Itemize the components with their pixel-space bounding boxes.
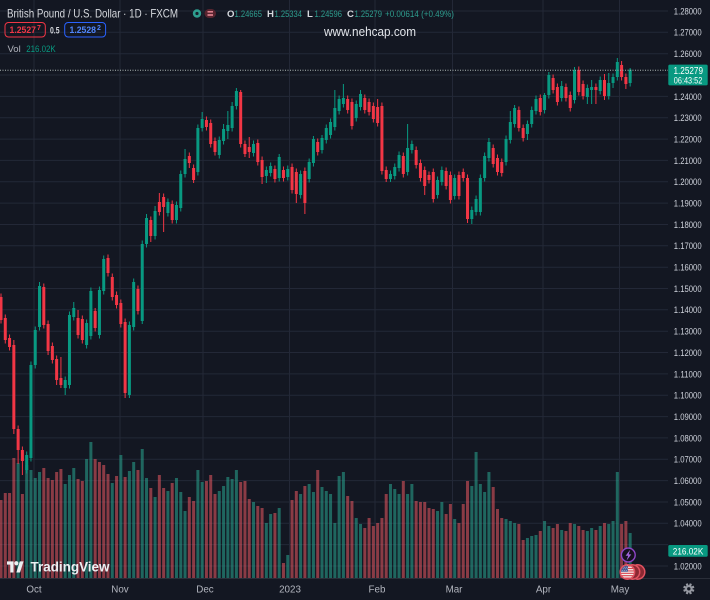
svg-text:1.20000: 1.20000 xyxy=(674,177,702,188)
svg-text:1.26000: 1.26000 xyxy=(674,49,702,60)
svg-text:2: 2 xyxy=(97,25,101,32)
svg-text:+0.00614 (+0.49%): +0.00614 (+0.49%) xyxy=(385,9,454,20)
svg-text:1.08000: 1.08000 xyxy=(674,433,702,444)
svg-text:1.25334: 1.25334 xyxy=(275,9,303,20)
svg-text:1.19000: 1.19000 xyxy=(674,199,702,210)
svg-text:1.28000: 1.28000 xyxy=(674,6,702,17)
svg-text:www.nehcap.com: www.nehcap.com xyxy=(323,24,416,39)
svg-text:1.21000: 1.21000 xyxy=(674,156,702,167)
svg-text:Feb: Feb xyxy=(369,585,386,596)
svg-text:1.2527: 1.2527 xyxy=(10,25,37,36)
svg-text:2023: 2023 xyxy=(279,585,301,596)
svg-text:1.07000: 1.07000 xyxy=(674,455,702,466)
svg-text:1.06000: 1.06000 xyxy=(674,476,702,487)
svg-text:1.23000: 1.23000 xyxy=(674,113,702,124)
svg-text:Vol: Vol xyxy=(8,44,21,55)
svg-text:May: May xyxy=(611,585,630,596)
svg-text:1.04000: 1.04000 xyxy=(674,519,702,530)
svg-text:1.05000: 1.05000 xyxy=(674,497,702,508)
svg-text:1.16000: 1.16000 xyxy=(674,263,702,274)
svg-text:TradingView: TradingView xyxy=(31,560,110,575)
svg-text:British Pound / U.S. Dollar ·: British Pound / U.S. Dollar · 1D · FXCM xyxy=(7,7,178,21)
svg-text:Oct: Oct xyxy=(26,585,42,596)
svg-text:1.27000: 1.27000 xyxy=(674,28,702,39)
svg-text:Dec: Dec xyxy=(196,585,214,596)
svg-text:1.17000: 1.17000 xyxy=(674,241,702,252)
svg-text:Mar: Mar xyxy=(446,585,464,596)
svg-text:1.25279: 1.25279 xyxy=(355,9,383,20)
svg-text:1.24596: 1.24596 xyxy=(315,9,343,20)
svg-text:H: H xyxy=(267,9,274,20)
svg-text:216.02K: 216.02K xyxy=(26,44,56,55)
svg-text:1.15000: 1.15000 xyxy=(674,284,702,295)
svg-text:1.09000: 1.09000 xyxy=(674,412,702,423)
svg-text:1.2528: 1.2528 xyxy=(70,25,97,36)
svg-text:Nov: Nov xyxy=(111,585,129,596)
svg-text:1.14000: 1.14000 xyxy=(674,305,702,316)
svg-text:1.10000: 1.10000 xyxy=(674,391,702,402)
svg-text:1.11000: 1.11000 xyxy=(674,369,702,380)
svg-text:C: C xyxy=(347,9,354,20)
svg-text:1.24665: 1.24665 xyxy=(235,9,263,20)
svg-text:1.12000: 1.12000 xyxy=(674,348,702,359)
svg-text:06:43:52: 06:43:52 xyxy=(674,75,703,85)
svg-text:L: L xyxy=(307,9,313,20)
svg-text:0.5: 0.5 xyxy=(50,25,60,36)
svg-text:1.02000: 1.02000 xyxy=(674,561,702,572)
svg-text:1.18000: 1.18000 xyxy=(674,220,702,231)
svg-text:7: 7 xyxy=(37,25,41,32)
svg-text:O: O xyxy=(227,9,235,20)
svg-text:Apr: Apr xyxy=(536,585,552,596)
svg-text:1.24000: 1.24000 xyxy=(674,92,702,103)
svg-text:216.02K: 216.02K xyxy=(673,545,704,556)
svg-text:1.25279: 1.25279 xyxy=(674,66,704,77)
svg-text:1.22000: 1.22000 xyxy=(674,135,702,146)
svg-text:1.13000: 1.13000 xyxy=(674,327,702,338)
